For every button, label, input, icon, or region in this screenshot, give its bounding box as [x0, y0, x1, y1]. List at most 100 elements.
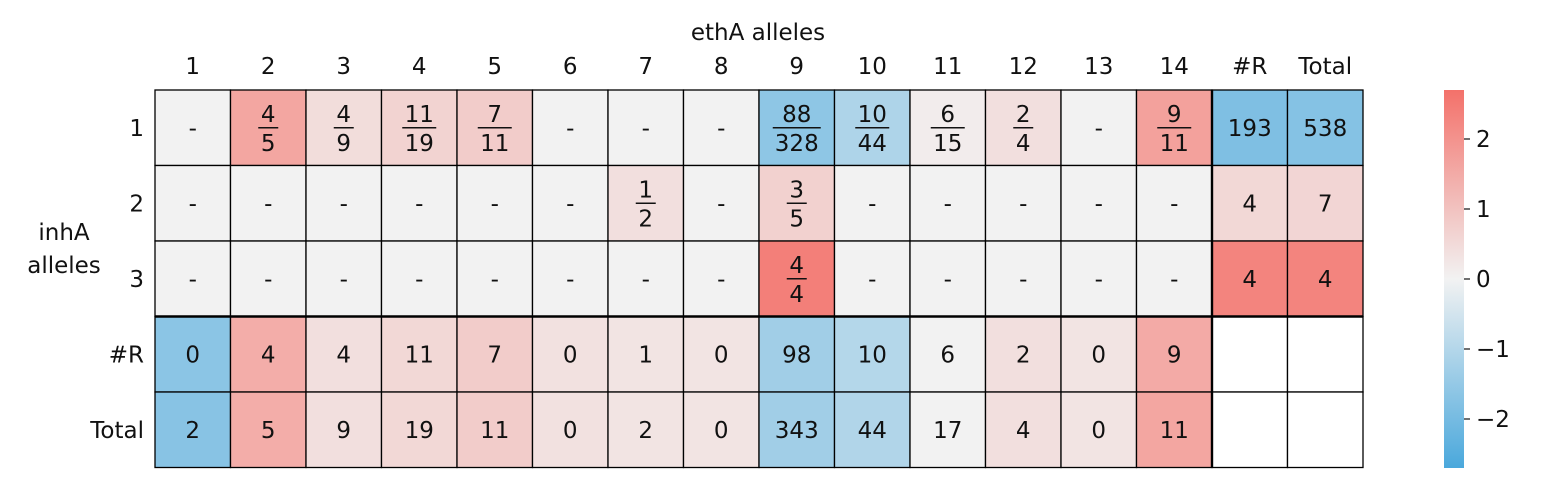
column-label: 5 — [487, 54, 502, 80]
cell-numerator: 3 — [789, 177, 804, 203]
heatmap-cell — [229, 164, 307, 242]
cell-value: 2 — [185, 418, 200, 444]
cell-value: - — [566, 116, 574, 142]
heatmap-cell — [1286, 89, 1364, 167]
cell-value: 10 — [858, 342, 887, 368]
cell-value: 4 — [1318, 267, 1333, 293]
cell-value: - — [868, 191, 876, 217]
cell-value: 11 — [405, 342, 434, 368]
heatmap-cell — [909, 391, 987, 469]
cell-value: 19 — [405, 418, 434, 444]
cell-value: - — [642, 116, 650, 142]
heatmap-cell — [456, 315, 534, 393]
cell-value: - — [189, 191, 197, 217]
column-label: 12 — [1009, 54, 1038, 80]
heatmap-cell — [154, 89, 232, 167]
cell-value: 538 — [1303, 116, 1347, 142]
heatmap-cell — [1135, 89, 1213, 167]
cell-denominator: 328 — [775, 131, 819, 157]
cell-numerator: 88 — [782, 102, 811, 128]
cell-numerator: 4 — [336, 102, 351, 128]
cell-value: 0 — [1091, 418, 1106, 444]
cell-value: 44 — [858, 418, 887, 444]
heatmap-cell — [1135, 391, 1213, 469]
heatmap-cell — [833, 391, 911, 469]
cell-value: 193 — [1228, 116, 1272, 142]
cell-value: 0 — [563, 342, 578, 368]
column-label: 1 — [185, 54, 200, 80]
cell-value: 9 — [336, 418, 351, 444]
cell-value: - — [1095, 191, 1103, 217]
cell-value: - — [944, 191, 952, 217]
cell-value: 0 — [714, 342, 729, 368]
cell-value: 0 — [1091, 342, 1106, 368]
column-label: 3 — [336, 54, 351, 80]
heatmap-cell — [154, 240, 232, 318]
heatmap-cell — [833, 240, 911, 318]
heatmap-cell — [305, 240, 383, 318]
cell-value: 4 — [261, 342, 276, 368]
heatmap-cell — [380, 391, 458, 469]
cell-value: - — [1170, 191, 1178, 217]
cell-value: - — [566, 267, 574, 293]
row-labels: 1 2 3 #R Total — [89, 116, 144, 444]
cell-denominator: 2 — [638, 206, 653, 232]
colorbar-tick-label: −2 — [1476, 407, 1510, 433]
cell-value: - — [1019, 191, 1027, 217]
column-label: 11 — [933, 54, 962, 80]
cell-denominator: 4 — [1016, 131, 1031, 157]
cell-value: 4 — [1242, 191, 1257, 217]
cell-denominator: 5 — [261, 131, 276, 157]
cell-numerator: 10 — [858, 102, 887, 128]
column-label: 13 — [1084, 54, 1113, 80]
row-label: Total — [89, 418, 144, 444]
heatmap-cell — [531, 391, 609, 469]
column-label: 4 — [412, 54, 427, 80]
cell-value: 5 — [261, 418, 276, 444]
heatmap-cell — [607, 391, 685, 469]
colorbar-tick-label: 0 — [1476, 267, 1491, 293]
cell-value: 17 — [933, 418, 962, 444]
column-label: 14 — [1160, 54, 1189, 80]
cell-numerator: 4 — [789, 253, 804, 279]
cell-value: - — [566, 191, 574, 217]
heatmap-cell — [682, 391, 760, 469]
column-label: 8 — [714, 54, 729, 80]
cell-value: - — [264, 191, 272, 217]
colorbar-tick-label: 2 — [1476, 127, 1491, 153]
column-label: 6 — [563, 54, 578, 80]
cell-denominator: 5 — [789, 206, 804, 232]
heatmap-cell — [682, 164, 760, 242]
cell-value: - — [189, 267, 197, 293]
cell-denominator: 11 — [1160, 131, 1189, 157]
cell-value: - — [264, 267, 272, 293]
cell-value: 7 — [487, 342, 502, 368]
heatmap-cell — [758, 315, 836, 393]
row-label: 1 — [129, 116, 144, 142]
cell-value: 4 — [1016, 418, 1031, 444]
column-label: 7 — [638, 54, 653, 80]
heatmap-cell — [1211, 315, 1289, 393]
heatmap-cell — [531, 164, 609, 242]
cell-numerator: 6 — [940, 102, 955, 128]
cell-numerator: 2 — [1016, 102, 1031, 128]
heatmap-cell — [1135, 240, 1213, 318]
heatmap-cell — [833, 315, 911, 393]
colorbar: −2 −1 0 1 2 — [1444, 90, 1510, 468]
cell-denominator: 44 — [858, 131, 887, 157]
heatmap-cell — [1286, 240, 1364, 318]
heatmap-cell — [456, 391, 534, 469]
colorbar-tick-label: −1 — [1476, 337, 1510, 363]
cell-value: - — [1095, 116, 1103, 142]
cell-denominator: 9 — [336, 131, 351, 157]
heatmap-cell — [154, 391, 232, 469]
heatmap-cell — [380, 240, 458, 318]
cell-value: - — [1095, 267, 1103, 293]
column-label: 10 — [858, 54, 887, 80]
cell-denominator: 11 — [480, 131, 509, 157]
cell-value: 0 — [185, 342, 200, 368]
cell-value: 4 — [1242, 267, 1257, 293]
cell-numerator: 1 — [638, 177, 653, 203]
cell-value: 7 — [1318, 191, 1333, 217]
cell-value: 0 — [714, 418, 729, 444]
